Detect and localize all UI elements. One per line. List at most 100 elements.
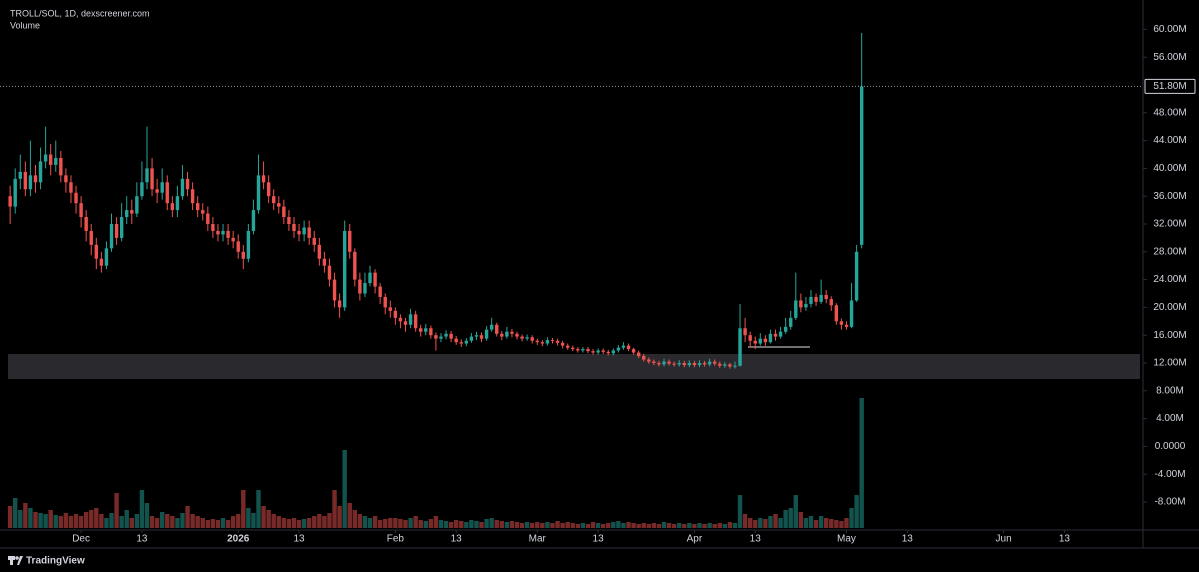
volume-bar — [448, 522, 454, 528]
candle-body — [23, 171, 28, 190]
volume-bar — [443, 521, 449, 528]
candle-body — [565, 345, 570, 348]
volume-bar — [144, 503, 150, 528]
volume-bar — [13, 498, 18, 528]
candle-body — [454, 338, 458, 343]
volume-bar — [7, 506, 13, 528]
volume-bar — [793, 495, 798, 528]
candle-body — [505, 331, 509, 337]
candle-body — [586, 349, 590, 352]
candle-body — [596, 350, 600, 353]
candle-body — [261, 175, 266, 183]
last-price-box — [1144, 78, 1196, 94]
candle-body — [631, 349, 636, 353]
candle-body — [545, 340, 550, 344]
volume-bar — [560, 523, 565, 528]
candle-body — [201, 210, 205, 214]
volume-bar — [834, 520, 839, 528]
volume-bar — [550, 523, 555, 528]
volume-bar — [362, 516, 368, 528]
candle-body — [135, 196, 139, 214]
candle-body — [844, 324, 849, 327]
volume-bar — [230, 516, 236, 528]
volume-bar — [504, 522, 510, 528]
candle-body — [403, 321, 408, 325]
volume-bar — [291, 518, 297, 528]
candle-body — [763, 338, 768, 343]
volume-bar — [94, 508, 99, 528]
volume-bar — [540, 523, 545, 528]
candle-body — [718, 363, 722, 366]
candle-body — [495, 324, 499, 334]
candle-body — [327, 265, 332, 280]
volume-bar — [241, 490, 246, 528]
volume-bar — [281, 518, 287, 528]
candle-body — [317, 244, 322, 259]
volume-label: Volume — [10, 20, 40, 30]
x-tick-label: 13 — [593, 534, 605, 545]
candle-body — [849, 300, 854, 327]
y-tick-label: 8.00M — [1156, 385, 1184, 396]
volume-bar — [641, 523, 646, 528]
volume-bar — [636, 524, 641, 528]
volume-bar — [170, 516, 175, 528]
volume-bar — [611, 522, 616, 528]
candle-body — [510, 331, 514, 334]
zone-drawing — [8, 354, 1140, 379]
candle-body — [353, 251, 357, 280]
candle-body — [246, 230, 251, 259]
candle-body — [363, 283, 367, 294]
candle-body — [43, 154, 48, 162]
volume-bar — [737, 495, 743, 528]
candle-body — [576, 349, 580, 351]
volume-bar — [742, 514, 748, 528]
y-tick-label: 40.00M — [1153, 163, 1186, 174]
volume-bar — [271, 514, 276, 528]
candle-body — [794, 300, 798, 318]
y-tick-label: 4.00M — [1156, 413, 1184, 424]
candle-body — [571, 347, 575, 350]
candle-body — [479, 335, 484, 339]
volume-bar — [580, 523, 586, 528]
volume-bar — [159, 512, 165, 528]
candle-body — [581, 349, 585, 351]
volume-bar — [185, 506, 190, 528]
candle-body — [520, 336, 524, 339]
candle-body — [302, 227, 306, 235]
y-tick-label: 24.00M — [1153, 274, 1186, 285]
candle-body — [606, 351, 610, 354]
volume-bar — [727, 522, 733, 528]
candle-body — [13, 178, 17, 207]
y-tick-label: 16.00M — [1153, 330, 1186, 341]
footer-brand[interactable]: TradingView — [26, 556, 85, 567]
volume-bar — [484, 519, 489, 528]
volume-bar — [124, 510, 129, 528]
candle-body — [342, 230, 347, 308]
volume-bar — [210, 519, 216, 528]
volume-bar — [139, 490, 145, 528]
candle-body — [778, 331, 783, 337]
volume-bar — [347, 503, 352, 528]
logo — [8, 556, 23, 565]
y-tick-label: 44.00M — [1153, 135, 1186, 146]
candle-body — [185, 178, 190, 190]
candle-body — [337, 300, 342, 308]
candle-body — [130, 210, 134, 214]
candle-body — [439, 336, 443, 339]
volume-bar — [712, 524, 717, 528]
volume-bar — [154, 518, 160, 528]
volume-bar — [83, 512, 89, 528]
volume-bar — [813, 520, 819, 528]
volume-bar — [722, 524, 728, 528]
candle-body — [211, 223, 215, 231]
volume-bar — [844, 518, 849, 528]
volume-bar — [306, 518, 312, 528]
volume-bar — [220, 518, 226, 528]
candle-body — [119, 217, 124, 238]
volume-bar — [453, 520, 459, 528]
candle-body — [464, 340, 469, 344]
x-tick-label: May — [837, 534, 856, 545]
volume-bar — [585, 524, 591, 528]
volume-bar — [312, 516, 317, 528]
